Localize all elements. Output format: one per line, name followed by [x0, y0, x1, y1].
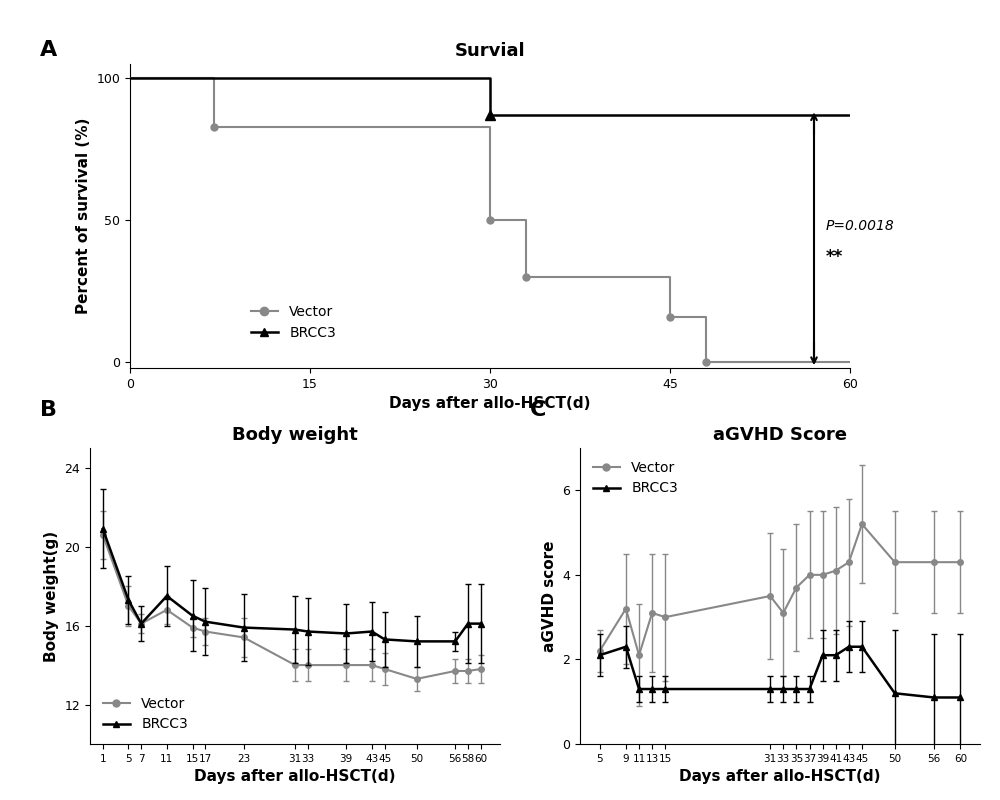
X-axis label: Days after allo-HSCT(d): Days after allo-HSCT(d) [389, 396, 591, 411]
Title: Body weight: Body weight [232, 426, 358, 444]
X-axis label: Days after allo-HSCT(d): Days after allo-HSCT(d) [194, 770, 396, 784]
X-axis label: Days after allo-HSCT(d): Days after allo-HSCT(d) [679, 770, 881, 784]
Text: B: B [40, 400, 57, 420]
Legend: Vector, BRCC3: Vector, BRCC3 [245, 300, 342, 346]
Text: C: C [530, 400, 546, 420]
Text: P=0.0018: P=0.0018 [826, 219, 895, 233]
Legend: Vector, BRCC3: Vector, BRCC3 [97, 691, 194, 737]
Title: Survial: Survial [455, 42, 525, 60]
Title: aGVHD Score: aGVHD Score [713, 426, 847, 444]
Text: **: ** [826, 248, 843, 266]
Y-axis label: Body weight(g): Body weight(g) [44, 530, 59, 662]
Y-axis label: aGVHD score: aGVHD score [542, 540, 557, 652]
Legend: Vector, BRCC3: Vector, BRCC3 [587, 455, 684, 501]
Y-axis label: Percent of survival (%): Percent of survival (%) [76, 118, 91, 314]
Text: A: A [40, 40, 57, 60]
